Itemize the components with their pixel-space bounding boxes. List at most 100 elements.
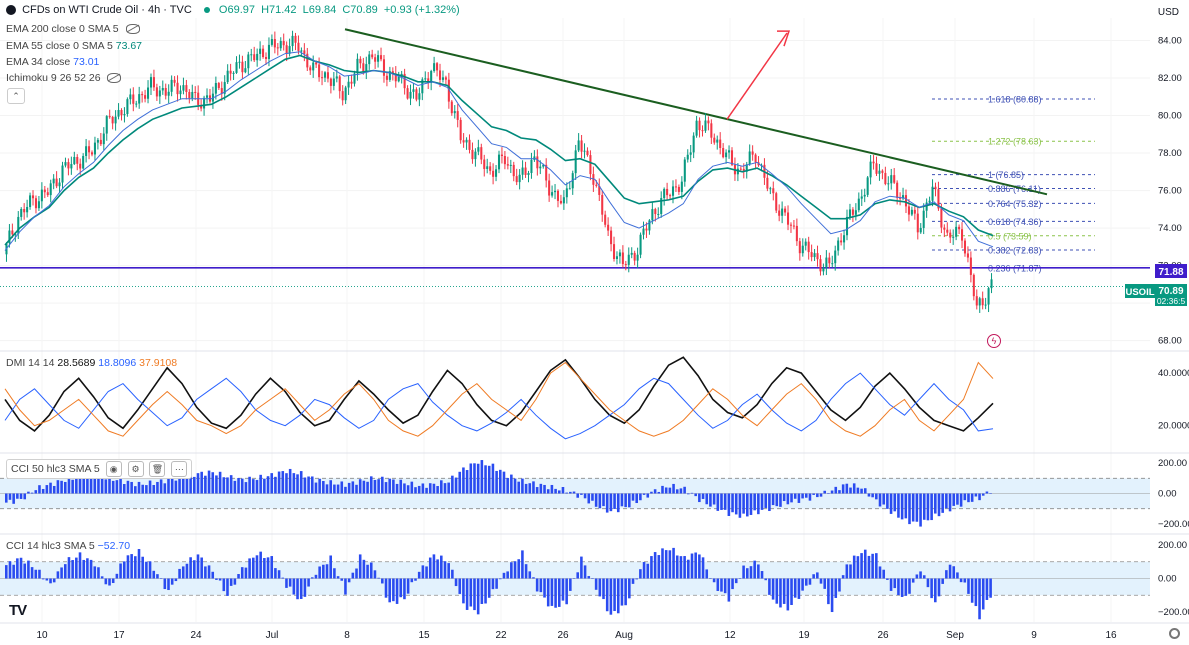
dmi-legend[interactable]: DMI 14 14 28.5689 18.8096 37.9108	[6, 357, 177, 369]
candle-body	[595, 184, 598, 186]
cci50-bar	[683, 486, 686, 494]
candle-body	[778, 210, 781, 216]
eye-hidden-icon[interactable]	[125, 24, 140, 35]
candle-body	[825, 257, 828, 268]
cci50-bar	[204, 475, 207, 494]
cci50-bar	[141, 484, 144, 494]
cci50-bar	[565, 492, 568, 494]
ema200-legend[interactable]: EMA 200 close 0 SMA 5	[6, 23, 140, 35]
cci14-bar	[808, 578, 812, 585]
candle-body	[931, 186, 934, 201]
cci14-bar	[428, 557, 432, 579]
eye-icon[interactable]: ◉	[105, 461, 122, 477]
delete-icon[interactable]: 🗑	[149, 461, 166, 477]
cci50-bar	[318, 478, 321, 494]
cci50-legend[interactable]: CCI 50 hlc3 SMA 5 ◉ ⚙ 🗑 ⋯	[6, 459, 193, 479]
cci14-bar	[75, 557, 78, 579]
candle-body	[11, 230, 14, 235]
last-price-badge-bg	[1155, 284, 1187, 306]
cci14-bar	[237, 574, 240, 579]
candle-body	[403, 73, 406, 89]
ema55-legend[interactable]: EMA 55 close 0 SMA 5 73.67	[6, 40, 142, 52]
candle-body	[500, 154, 503, 157]
cci14-bar	[911, 578, 915, 583]
cci50-bar	[292, 473, 296, 494]
candle-body	[875, 163, 878, 174]
cci50-bar	[71, 479, 74, 494]
eye-hidden-icon[interactable]	[107, 73, 122, 84]
cci50-bar	[749, 493, 753, 515]
candle-body	[789, 224, 793, 226]
candle-body	[539, 166, 542, 169]
projection-arrow[interactable]	[726, 30, 791, 120]
candle-body	[919, 227, 922, 233]
candle-body	[722, 148, 725, 158]
cci50-bar	[119, 478, 122, 494]
gear-icon[interactable]	[1169, 628, 1180, 639]
more-icon[interactable]: ⋯	[171, 461, 188, 477]
cci50-bar	[428, 483, 432, 494]
candle-body	[191, 91, 194, 99]
currency-label[interactable]: USD	[1157, 7, 1179, 18]
cci50-bar	[661, 485, 664, 494]
cci14-bar	[462, 578, 465, 604]
cci50-bar	[875, 493, 878, 500]
cci14-bar	[701, 557, 705, 579]
cci50-bar	[631, 493, 635, 501]
candle-body	[654, 209, 657, 215]
candle-body	[67, 162, 70, 169]
price-tick-label: 82.00	[1158, 73, 1182, 84]
cci50-bar	[12, 493, 15, 504]
cci14-bar	[613, 578, 616, 612]
cci14-bar	[631, 578, 635, 584]
candle-body	[123, 114, 126, 116]
cci14-bar	[292, 578, 296, 595]
cci14-bar	[266, 557, 270, 579]
cci14-bar	[919, 571, 922, 579]
time-tick-label: Sep	[946, 630, 964, 641]
cci50-bar	[856, 487, 860, 494]
cci50-bar	[974, 493, 978, 497]
candle-body	[548, 180, 551, 196]
ichimoku-legend[interactable]: Ichimoku 9 26 52 26	[6, 72, 122, 84]
fibonacci-levels[interactable]: 1.618 (80.88) 1.272 (78.63) 1 (76.85) 0.886…	[932, 95, 1095, 274]
support-line[interactable]	[0, 267, 1150, 287]
time-tick-label: 10	[36, 630, 48, 641]
cci14-bar	[849, 564, 852, 579]
candle-body	[61, 165, 64, 183]
candle-body	[639, 234, 642, 255]
candle-body	[217, 82, 220, 89]
candle-body	[509, 164, 512, 166]
chart-title[interactable]: CFDs on WTI Crude Oil · 4h · TVC	[22, 4, 192, 16]
price-axis[interactable]: 84.0082.0080.0078.0076.0074.0072.0070.00…	[1158, 36, 1189, 618]
cci14-bar	[392, 578, 395, 602]
candle-body	[497, 154, 501, 170]
cci14-bar	[683, 556, 686, 579]
lightning-icon[interactable]: ϟ	[987, 334, 1001, 348]
ema34-legend[interactable]: EMA 34 close 73.01	[6, 56, 99, 68]
candle-body	[474, 151, 477, 160]
settings-icon[interactable]: ⚙	[127, 461, 144, 477]
cci14-legend[interactable]: CCI 14 hlc3 SMA 5 −52.70	[6, 540, 130, 552]
cci14-bar	[712, 578, 716, 583]
cci14-bar	[122, 561, 126, 579]
cci50-bar	[167, 478, 170, 494]
cci50-bar	[392, 479, 395, 494]
candle-body	[379, 55, 383, 60]
candle-body	[786, 212, 790, 225]
cci50-bar	[218, 471, 222, 494]
time-axis[interactable]: 10 17 24 Jul 8 15 22 26 Aug 12 19 26 Sep 9 16	[36, 630, 1117, 641]
cci14-bar	[543, 578, 546, 598]
cci50-bar	[720, 493, 723, 510]
cci14-bar	[867, 555, 871, 579]
trendline[interactable]	[344, 28, 1048, 196]
cci50-bar	[49, 482, 52, 494]
candle-body	[406, 88, 409, 99]
collapse-legend-button[interactable]: ⌃	[7, 88, 25, 104]
cci14-bar	[882, 569, 885, 579]
cci14-bar	[653, 552, 657, 579]
cci50-bar	[624, 493, 627, 508]
cci50-bar	[889, 493, 893, 514]
cci50-bar	[768, 493, 771, 512]
